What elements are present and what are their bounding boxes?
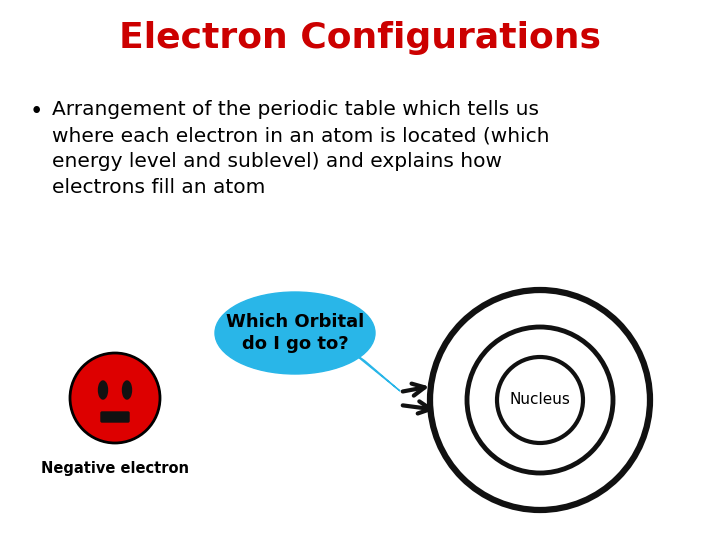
- Text: Electron Configurations: Electron Configurations: [119, 21, 601, 55]
- Text: Arrangement of the periodic table which tells us: Arrangement of the periodic table which …: [52, 100, 539, 119]
- Polygon shape: [347, 348, 400, 391]
- Text: Negative electron: Negative electron: [41, 461, 189, 476]
- Text: Which Orbital
do I go to?: Which Orbital do I go to?: [226, 313, 364, 354]
- Text: Nucleus: Nucleus: [510, 393, 570, 408]
- FancyBboxPatch shape: [101, 412, 129, 422]
- Ellipse shape: [122, 381, 132, 399]
- Text: where each electron in an atom is located (which: where each electron in an atom is locate…: [52, 126, 549, 145]
- Ellipse shape: [99, 381, 107, 399]
- Text: electrons fill an atom: electrons fill an atom: [52, 178, 266, 197]
- Text: energy level and sublevel) and explains how: energy level and sublevel) and explains …: [52, 152, 502, 171]
- Text: •: •: [30, 100, 43, 123]
- Circle shape: [70, 353, 160, 443]
- Ellipse shape: [215, 292, 375, 374]
